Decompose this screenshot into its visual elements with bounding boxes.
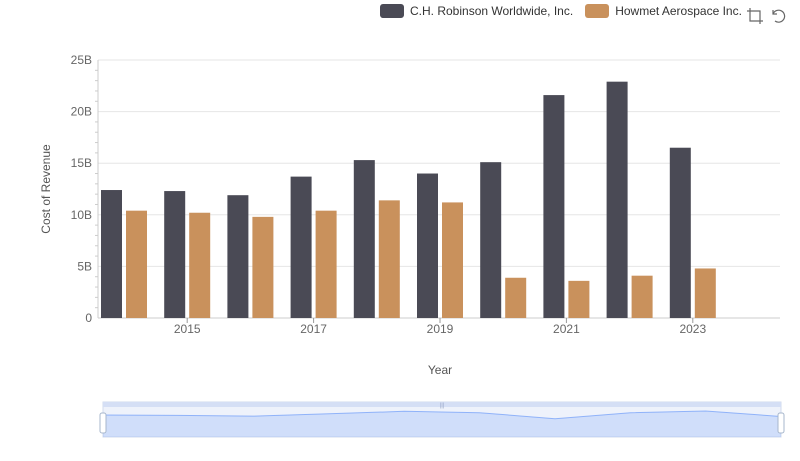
y-tick-label: 0 bbox=[85, 311, 92, 325]
y-axis-labels: 0 5B 10B 15B 20B 25B bbox=[71, 53, 93, 325]
legend: C.H. Robinson Worldwide, Inc. Howmet Aer… bbox=[380, 4, 754, 18]
bar[interactable] bbox=[164, 191, 186, 318]
bar[interactable] bbox=[252, 216, 274, 318]
bar[interactable] bbox=[568, 280, 590, 318]
y-axis-title: Cost of Revenue bbox=[39, 144, 53, 234]
toolbox bbox=[746, 7, 794, 25]
bar[interactable] bbox=[353, 160, 375, 318]
slider-handle-left[interactable] bbox=[99, 412, 107, 434]
restore-icon[interactable] bbox=[770, 7, 788, 25]
x-axis-title: Year bbox=[428, 363, 452, 377]
bar[interactable] bbox=[227, 195, 249, 318]
bar[interactable] bbox=[101, 190, 122, 318]
slider-overview-line bbox=[102, 410, 782, 420]
bar[interactable] bbox=[442, 202, 463, 318]
y-tick-label: 10B bbox=[71, 208, 92, 222]
legend-label: C.H. Robinson Worldwide, Inc. bbox=[410, 4, 574, 18]
x-tick-label: 2015 bbox=[174, 322, 201, 336]
x-tick-label: 2019 bbox=[427, 322, 454, 336]
slider-grip: ||| bbox=[440, 403, 445, 409]
bar[interactable] bbox=[543, 95, 565, 318]
bar[interactable] bbox=[631, 275, 653, 318]
y-tick-label: 5B bbox=[77, 259, 92, 273]
bar[interactable] bbox=[378, 200, 400, 318]
y-tick-label: 15B bbox=[71, 156, 92, 170]
legend-item-howmet[interactable]: Howmet Aerospace Inc. bbox=[585, 4, 742, 18]
bar[interactable] bbox=[669, 147, 691, 318]
grid-lines bbox=[95, 59, 780, 319]
slider-top-bar[interactable] bbox=[103, 402, 781, 407]
bar[interactable] bbox=[480, 162, 502, 318]
legend-swatch bbox=[380, 4, 404, 18]
y-tick-label: 25B bbox=[71, 53, 92, 67]
legend-item-ch-robinson[interactable]: C.H. Robinson Worldwide, Inc. bbox=[380, 4, 573, 18]
zoom-icon[interactable] bbox=[746, 7, 764, 25]
x-tick-label: 2023 bbox=[679, 322, 706, 336]
bar[interactable] bbox=[126, 210, 147, 318]
legend-swatch bbox=[585, 4, 610, 18]
data-zoom-slider: ||| bbox=[99, 401, 785, 438]
x-tick-label: 2021 bbox=[553, 322, 580, 336]
bar[interactable] bbox=[606, 81, 628, 318]
bar[interactable] bbox=[417, 173, 438, 318]
bar[interactable] bbox=[505, 277, 527, 318]
bar[interactable] bbox=[290, 176, 312, 318]
x-axis: 2015 2017 2019 2021 2023 bbox=[174, 318, 706, 336]
slider-handle-right[interactable] bbox=[777, 412, 785, 434]
legend-label: Howmet Aerospace Inc. bbox=[615, 4, 742, 18]
y-tick-label: 20B bbox=[71, 105, 92, 119]
bar[interactable] bbox=[694, 268, 716, 318]
bar[interactable] bbox=[189, 212, 211, 318]
slider-overview-area bbox=[103, 411, 781, 437]
bars bbox=[101, 81, 716, 318]
slider-track bbox=[102, 401, 782, 438]
x-tick-label: 2017 bbox=[300, 322, 327, 336]
bar[interactable] bbox=[315, 210, 337, 318]
